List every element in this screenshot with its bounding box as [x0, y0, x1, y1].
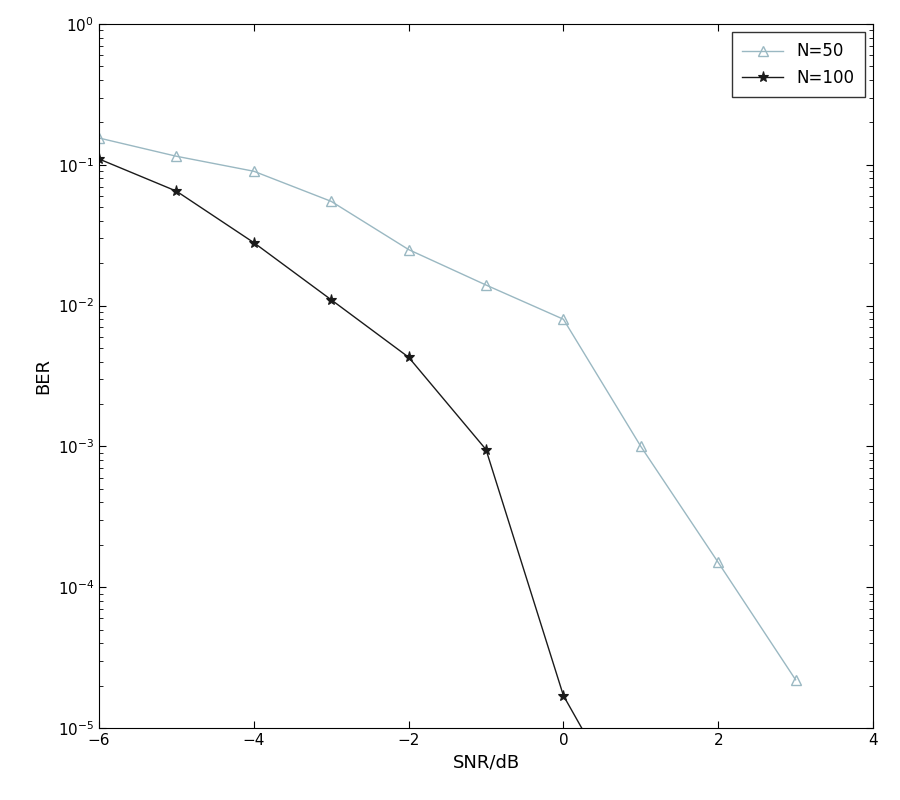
N=50 [481, 280, 491, 290]
N=100 [558, 690, 569, 700]
N=100 [171, 186, 182, 196]
N=100 [481, 445, 491, 454]
N=50 [248, 166, 259, 176]
N=50 [635, 442, 646, 451]
N=50 [403, 245, 414, 254]
N=50 [790, 675, 801, 685]
N=100 [403, 353, 414, 362]
N=50 [326, 197, 337, 206]
Legend: N=50, N=100: N=50, N=100 [732, 32, 865, 97]
N=100 [94, 154, 104, 164]
N=100 [326, 295, 337, 305]
N=50 [713, 558, 724, 567]
X-axis label: SNR/dB: SNR/dB [453, 754, 519, 771]
N=100 [248, 238, 259, 247]
Line: N=50: N=50 [94, 133, 800, 685]
N=50 [171, 151, 182, 161]
Line: N=100: N=100 [94, 154, 646, 800]
N=50 [94, 134, 104, 143]
N=50 [558, 314, 569, 324]
Y-axis label: BER: BER [34, 358, 52, 394]
